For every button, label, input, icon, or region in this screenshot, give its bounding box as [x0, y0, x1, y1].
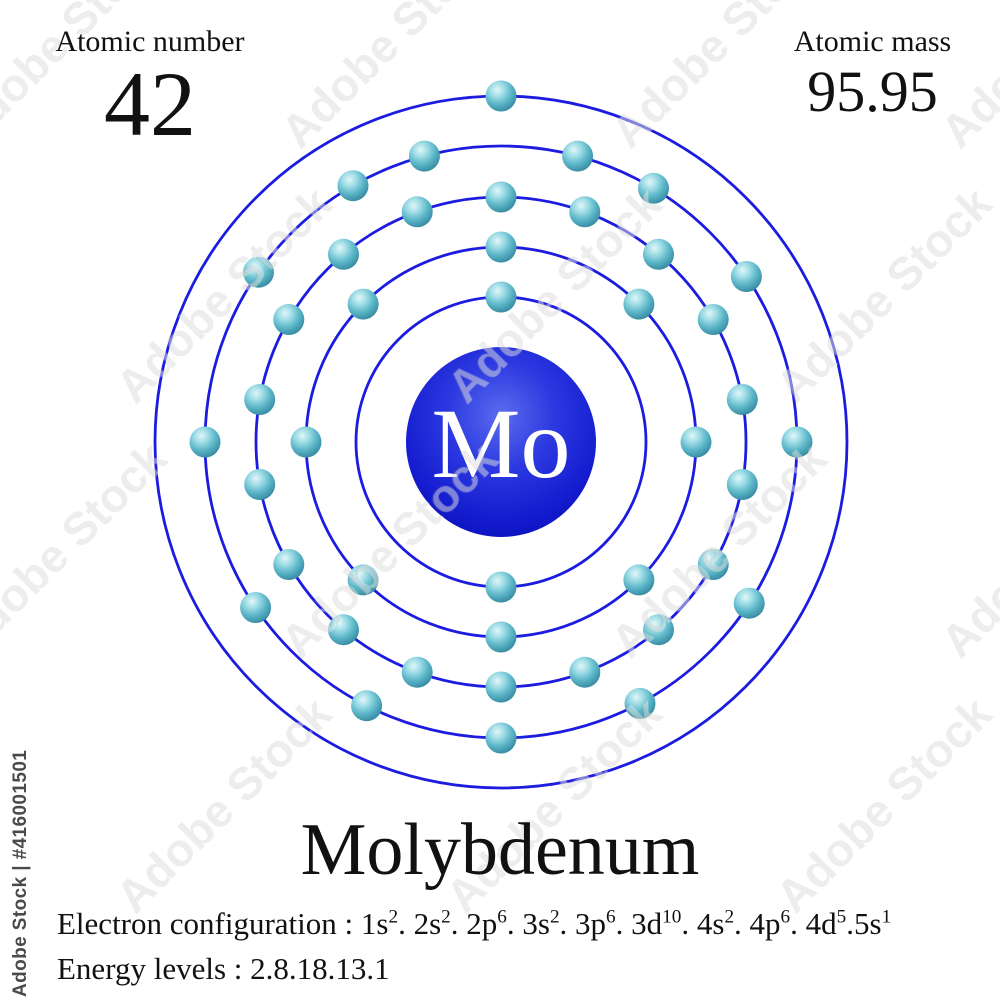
electron-shell-3	[485, 181, 517, 213]
electron-shell-4	[408, 140, 440, 172]
config-term: 3d10	[631, 906, 682, 941]
electron-shell-1	[485, 571, 517, 603]
electron-shell-2	[290, 426, 322, 458]
element-name: Molybdenum	[300, 809, 700, 891]
electron-shell-3	[328, 238, 359, 270]
electron-shell-3	[328, 614, 359, 646]
adobe-stock-id-watermark: Adobe Stock | #416001501	[10, 749, 31, 997]
atomic-number-value: 42	[104, 53, 196, 155]
electron-shell-4	[189, 426, 221, 458]
electron-shell-3	[569, 196, 601, 228]
config-term: 2s2	[413, 906, 451, 941]
energy-levels-value: 2.8.18.13.1	[250, 951, 390, 986]
energy-levels-label: Energy levels :	[57, 951, 243, 986]
electron-shell-3	[726, 384, 758, 415]
electron-shell-4	[781, 426, 813, 458]
electron-shell-3	[485, 671, 517, 703]
electron-shell-2	[485, 231, 517, 263]
electron-shell-3	[244, 384, 276, 415]
electron-shell-2	[485, 621, 517, 653]
electron-shell-3	[569, 656, 601, 688]
electron-shell-2	[347, 288, 379, 320]
atomic-mass-value: 95.95	[807, 59, 938, 124]
electron-shell-3	[643, 238, 674, 270]
atomic-mass-label: Atomic mass	[793, 25, 952, 58]
electron-shell-2	[347, 564, 379, 596]
electron-shell-4	[624, 687, 656, 719]
electron-shell-2	[623, 564, 655, 596]
electron-shell-3	[643, 614, 674, 646]
electron-shell-2	[623, 288, 655, 320]
element-symbol: Mo	[432, 388, 571, 499]
electron-shell-4	[337, 170, 369, 202]
electron-shell-4	[733, 587, 765, 619]
electron-shell-4	[562, 140, 594, 172]
config-term: 2p6	[466, 906, 507, 941]
electron-shell-3	[697, 549, 729, 580]
electron-shell-4	[243, 256, 274, 288]
electron-shell-4	[638, 172, 669, 204]
electron-shell-3	[697, 304, 729, 335]
electron-shell-3	[401, 196, 433, 228]
electron-shell-5	[485, 80, 517, 112]
electron-shell-4	[730, 261, 762, 292]
config-term: 1s2	[360, 906, 399, 941]
electron-shell-2	[680, 426, 712, 458]
config-term: 3s2	[522, 906, 560, 941]
electron-shell-3	[244, 469, 276, 500]
electron-shell-3	[273, 304, 305, 335]
config-term: 4d5	[805, 906, 847, 941]
energy-levels-line: Energy levels : 2.8.18.13.1	[57, 950, 390, 987]
electron-configuration-label: Electron configuration :	[57, 906, 354, 941]
electron-configuration-terms: 1s2. 2s2. 2p6. 3s2. 3p6. 3d10. 4s2. 4p6.…	[360, 906, 892, 941]
electron-shell-3	[401, 656, 433, 688]
nucleus	[406, 347, 596, 537]
atomic-number-label: Atomic number	[55, 25, 245, 58]
config-term: 4p6	[749, 906, 791, 941]
electron-shell-3	[273, 549, 305, 580]
electron-shell-4	[240, 592, 272, 623]
config-term: 5s1	[854, 906, 892, 941]
electron-shell-4	[485, 722, 517, 754]
electron-configuration-line: Electron configuration : 1s2. 2s2. 2p6. …	[57, 905, 891, 942]
config-term: 4s2	[696, 906, 735, 941]
electron-shell-1	[485, 281, 517, 313]
electron-shell-4	[351, 690, 383, 722]
electron-shell-3	[726, 469, 758, 500]
config-term: 3p6	[575, 906, 616, 941]
